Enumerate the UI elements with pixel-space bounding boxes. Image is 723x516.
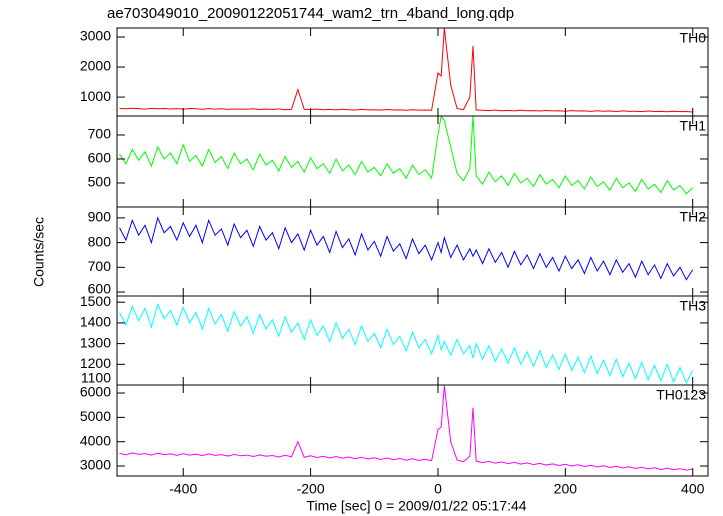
y-tick-label: 1500 — [80, 293, 111, 309]
x-axis-label: Time [sec] 0 = 2009/01/22 05:17:44 — [306, 498, 526, 514]
x-tick-label: -400 — [169, 481, 197, 497]
panel-frame — [116, 384, 709, 477]
light-curve — [119, 385, 693, 471]
panel-label: TH1 — [680, 118, 707, 134]
x-tick-label: 200 — [554, 481, 578, 497]
y-tick-label: 700 — [88, 258, 112, 274]
y-axis-label: Counts/sec — [31, 217, 47, 287]
x-tick-label: -200 — [297, 481, 325, 497]
y-tick-label: 5000 — [80, 408, 111, 424]
panel-label: TH0 — [680, 30, 707, 46]
y-tick-label: 4000 — [80, 432, 111, 448]
y-tick-label: 3000 — [80, 457, 111, 473]
y-tick-label: 2000 — [80, 58, 111, 74]
panel-frame — [116, 295, 709, 386]
panel-label: TH0123 — [656, 387, 706, 403]
panel-frame — [116, 115, 709, 208]
x-tick-label: 0 — [434, 481, 442, 497]
panel-label: TH3 — [680, 298, 707, 314]
y-tick-label: 900 — [88, 209, 112, 225]
light-curve — [119, 216, 694, 281]
chart-title: ae703049010_20090122051744_wam2_trn_4ban… — [107, 5, 514, 22]
y-tick-label: 800 — [88, 233, 112, 249]
y-tick-label: 700 — [88, 126, 112, 142]
x-tick-label: 400 — [681, 481, 705, 497]
y-tick-label: 6000 — [80, 384, 111, 400]
panel-frame — [116, 206, 709, 297]
y-tick-label: 600 — [88, 281, 112, 297]
y-tick-label: 500 — [88, 174, 112, 190]
y-tick-label: 1100 — [81, 370, 111, 386]
y-tick-label: 3000 — [80, 28, 111, 44]
y-tick-label: 600 — [88, 150, 112, 166]
y-tick-label: 1400 — [80, 314, 111, 330]
panel-frame — [116, 27, 709, 117]
light-curve — [119, 302, 694, 385]
y-tick-label: 1200 — [80, 355, 111, 371]
light-curve — [119, 116, 694, 195]
y-tick-label: 1000 — [80, 88, 111, 104]
light-curve — [119, 28, 693, 113]
panel-label: TH2 — [680, 209, 707, 225]
y-tick-label: 1300 — [80, 334, 111, 350]
